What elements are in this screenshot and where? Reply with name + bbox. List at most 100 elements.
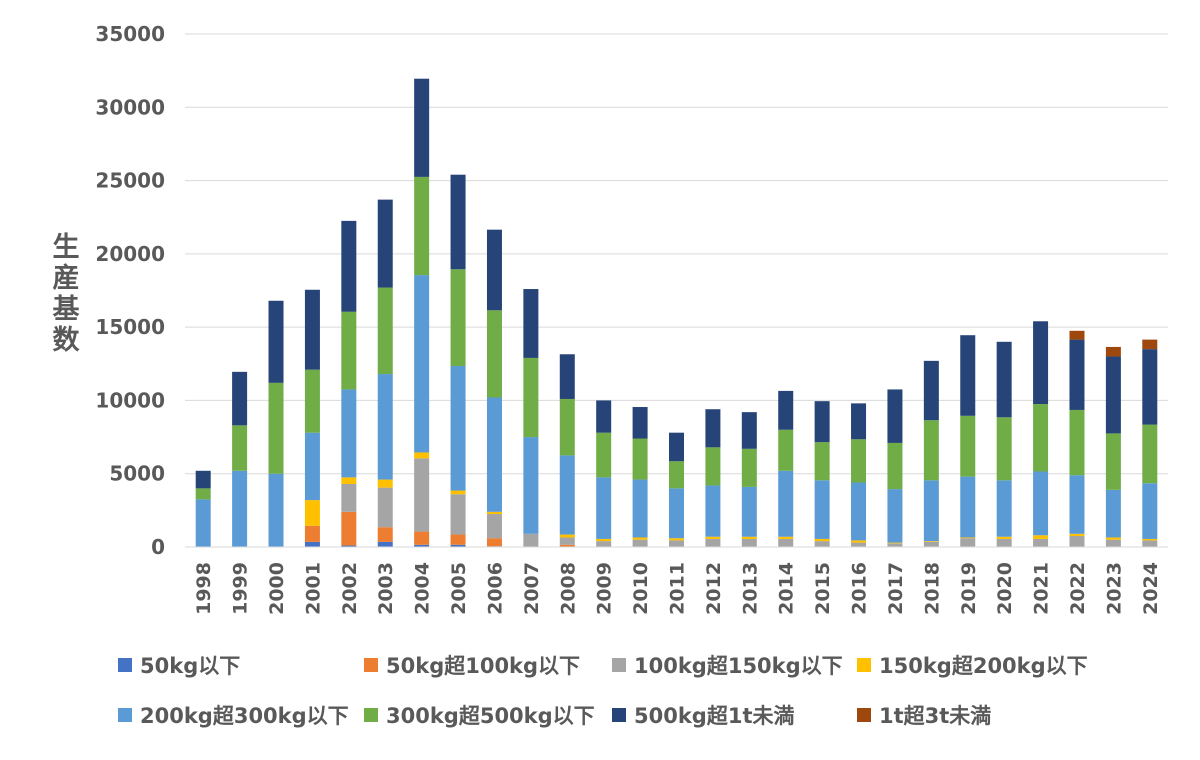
bar-segment — [923, 541, 939, 542]
bar-segment — [559, 354, 575, 399]
bar-segment — [923, 541, 939, 547]
x-tick-label: 2001 — [302, 562, 324, 615]
bar-stack-2005 — [450, 174, 466, 547]
bar-stack-2012 — [705, 409, 721, 547]
bar-stack-2010 — [632, 407, 648, 547]
bar-segment — [304, 525, 320, 542]
bar-segment — [268, 382, 284, 474]
x-tick-label: 2019 — [958, 562, 980, 615]
bar-segment — [195, 470, 211, 489]
bar-segment — [887, 389, 903, 443]
bar-stack-2001 — [304, 289, 320, 547]
bar-segment — [304, 289, 320, 370]
bar-stack-2017 — [887, 389, 903, 547]
legend-item: 50kg以下 — [118, 654, 240, 678]
bar-segment — [304, 369, 320, 433]
bar-stack-2023 — [1105, 346, 1121, 547]
bar-segment — [523, 289, 539, 358]
bar-segment — [814, 442, 830, 481]
bar-segment — [960, 476, 976, 538]
bar-segment — [778, 538, 794, 547]
bar-segment — [377, 541, 393, 547]
bar-segment — [632, 479, 648, 538]
bar-segment — [1033, 471, 1049, 536]
bar-segment — [414, 78, 430, 177]
x-tick-label: 2012 — [703, 562, 725, 615]
x-tick-label: 2022 — [1067, 562, 1089, 615]
bar-segment — [778, 429, 794, 471]
x-tick-label: 2006 — [484, 562, 506, 615]
bar-segment — [669, 432, 684, 462]
bar-segment — [596, 432, 612, 478]
bar-segment — [851, 439, 867, 483]
x-tick-label: 2020 — [994, 562, 1016, 615]
bar-stack-2016 — [851, 403, 867, 547]
bar-stack-2006 — [486, 229, 502, 547]
bar-stack-2018 — [923, 360, 939, 547]
bar-segment — [960, 335, 976, 416]
bar-segment — [632, 438, 648, 480]
bar-segment — [996, 536, 1012, 539]
legend-swatch — [364, 708, 378, 722]
bar-segment — [304, 500, 320, 526]
bar-segment — [887, 542, 903, 544]
y-tick-label: 35000 — [95, 22, 165, 46]
bar-segment — [960, 538, 976, 547]
bar-segment — [559, 544, 575, 547]
x-tick-label: 2018 — [921, 562, 943, 615]
bar-segment — [996, 480, 1012, 537]
bar-segment — [923, 360, 939, 421]
bar-segment — [341, 220, 357, 312]
bar-segment — [1105, 539, 1121, 547]
bar-stack-2009 — [596, 400, 612, 547]
legend-item: 300kg超500kg以下 — [364, 704, 595, 728]
bar-segment — [486, 538, 502, 547]
x-tick-label: 2008 — [557, 562, 579, 615]
bar-stack-2021 — [1033, 321, 1049, 547]
bar-segment — [486, 229, 502, 311]
legend-swatch — [612, 658, 626, 672]
y-tick-label: 20000 — [95, 242, 165, 266]
y-tick-label: 0 — [151, 535, 165, 559]
bar-segment — [669, 488, 684, 539]
bar-segment — [341, 311, 357, 390]
bar-segment — [450, 544, 466, 547]
bar-segment — [559, 534, 575, 538]
bar-segment — [1142, 349, 1158, 425]
bar-segment — [1105, 356, 1121, 434]
bar-segment — [1142, 424, 1158, 484]
x-tick-label: 2014 — [776, 562, 798, 615]
y-axis-label: 生産基数 — [53, 232, 81, 356]
y-tick-label: 10000 — [95, 388, 165, 412]
bar-segment — [195, 488, 211, 500]
bar-segment — [341, 545, 357, 547]
bar-segment — [741, 486, 757, 537]
bar-segment — [1033, 321, 1049, 405]
bar-segment — [632, 537, 648, 540]
legend-swatch — [857, 658, 871, 672]
y-tick-label: 5000 — [109, 462, 165, 486]
bar-stack-2002 — [341, 220, 357, 547]
x-tick-label: 2007 — [521, 562, 543, 615]
legend-label: 50kg超100kg以下 — [386, 654, 580, 678]
bar-segment — [523, 357, 539, 438]
bar-segment — [705, 536, 721, 539]
bar-segment — [851, 540, 867, 543]
bar-stack-1998 — [195, 470, 211, 547]
bar-segment — [1033, 404, 1049, 472]
bar-segment — [741, 538, 757, 547]
legend: 50kg以下 50kg超100kg以下 100kg超150kg以下 150kg超200… — [118, 654, 1088, 728]
bar-segment — [1069, 536, 1085, 547]
legend-label: 150kg超200kg以下 — [879, 654, 1088, 678]
bar-segment — [1069, 409, 1085, 476]
x-tick-label: 2016 — [849, 562, 871, 615]
x-tick-label: 2017 — [885, 562, 907, 615]
bar-segment — [523, 533, 539, 547]
bar-segment — [341, 477, 357, 484]
bar-segment — [304, 541, 320, 547]
legend-swatch — [118, 708, 132, 722]
x-tick-label: 2000 — [266, 562, 288, 615]
x-tick-label: 2005 — [448, 562, 470, 615]
bar-segment — [377, 374, 393, 480]
